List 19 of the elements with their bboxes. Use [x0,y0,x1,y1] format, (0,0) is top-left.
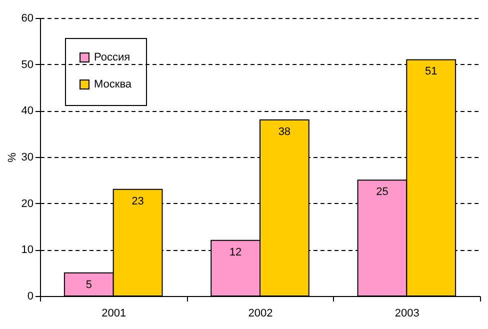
data-label: 5 [86,278,92,291]
data-label: 38 [278,126,291,138]
y-axis-title: % [6,152,18,162]
data-label: 23 [132,195,144,208]
y-tick-label: 20 [21,198,34,210]
data-label: 51 [424,66,438,78]
y-tick-label: 60 [21,12,34,24]
y-tick-label: 10 [21,244,34,256]
y-tick-label: 40 [21,105,34,118]
y-tick-label: 0 [27,290,34,302]
y-tick-label: 50 [21,58,34,71]
x-tick-label: 2003 [394,308,420,320]
y-tick-label: 30 [21,152,34,164]
legend-label: Россия [94,52,130,64]
x-tick-label: 2002 [248,308,273,320]
data-label: 12 [229,246,242,258]
x-tick-label: 2001 [102,308,126,320]
legend-label: Москва [94,78,132,90]
data-label: 25 [376,186,388,198]
